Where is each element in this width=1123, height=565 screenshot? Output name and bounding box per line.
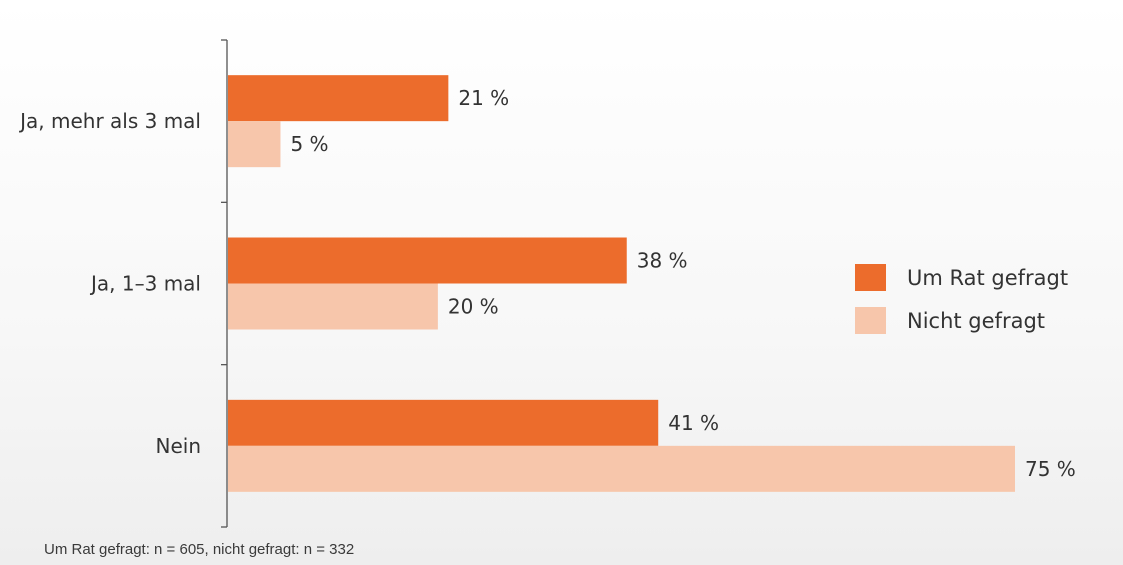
data-label: 41 % bbox=[668, 411, 719, 435]
category-label: Ja, mehr als 3 mal bbox=[18, 109, 201, 133]
bar bbox=[228, 237, 627, 284]
data-label: 38 % bbox=[637, 249, 688, 273]
bar bbox=[228, 283, 438, 330]
category-label: Nein bbox=[156, 434, 202, 458]
data-label: 75 % bbox=[1025, 457, 1076, 481]
data-label: 20 % bbox=[448, 295, 499, 319]
legend-swatch bbox=[855, 264, 886, 291]
bar bbox=[228, 75, 449, 122]
legend: Um Rat gefragt Nicht gefragt bbox=[855, 264, 1068, 334]
bar bbox=[228, 121, 281, 168]
data-label: 5 % bbox=[290, 132, 328, 156]
footnote: Um Rat gefragt: n = 605, nicht gefragt: … bbox=[44, 541, 355, 558]
bars bbox=[228, 75, 1015, 492]
y-axis bbox=[221, 39, 228, 528]
category-label: Ja, 1–3 mal bbox=[89, 272, 201, 296]
bar bbox=[228, 445, 1015, 492]
bar bbox=[228, 399, 659, 446]
legend-label: Nicht gefragt bbox=[907, 309, 1045, 333]
labels: Ja, mehr als 3 mal 21 % 5 % Ja, 1–3 mal 38 %… bbox=[18, 86, 1076, 481]
data-label: 21 % bbox=[458, 86, 509, 110]
legend-swatch bbox=[855, 307, 886, 334]
legend-label: Um Rat gefragt bbox=[907, 266, 1068, 290]
